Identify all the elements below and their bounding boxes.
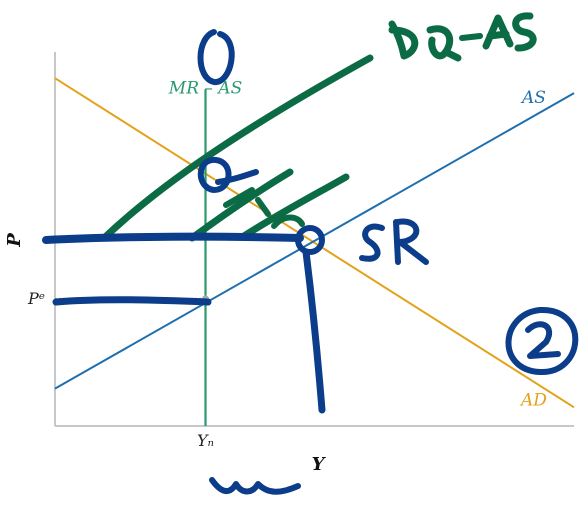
handwritten-blue-ink xyxy=(42,29,579,495)
series-label-mr-as: MR – AS xyxy=(168,78,242,98)
series-line-ad xyxy=(54,77,575,409)
x-axis-title: Y xyxy=(312,454,327,475)
handwritten-green-ink xyxy=(100,12,537,242)
y-tick-label-pe: Pᵉ xyxy=(27,289,45,308)
x-tick-label-yn: Yₙ xyxy=(197,431,214,450)
series-label-ad: AD xyxy=(519,390,547,410)
y-axis-title: P xyxy=(4,233,25,248)
series-line-as xyxy=(54,92,575,390)
series-label-as: AS xyxy=(520,88,546,108)
